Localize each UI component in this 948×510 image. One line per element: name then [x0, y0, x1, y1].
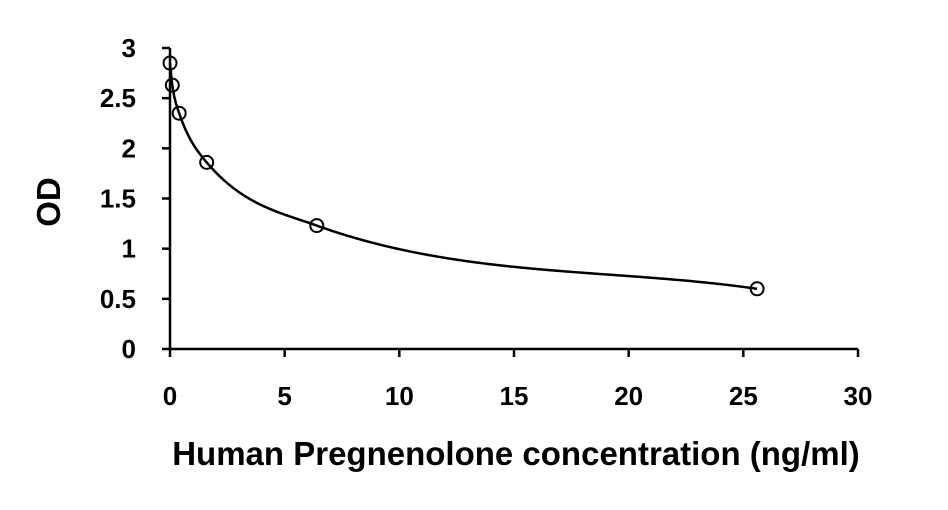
data-point	[309, 218, 325, 234]
x-tick-label: 10	[385, 381, 414, 411]
data-points	[162, 55, 765, 297]
x-tick-label: 30	[844, 381, 873, 411]
y-tick-label: 2.5	[100, 83, 136, 113]
y-tick-label: 0	[122, 334, 136, 364]
y-tick-label: 0.5	[100, 284, 136, 314]
data-point	[199, 154, 215, 170]
x-axis-title: Human Pregnenolone concentration (ng/ml)	[172, 435, 860, 472]
x-tick-label: 25	[729, 381, 758, 411]
x-tick-label: 5	[277, 381, 291, 411]
y-tick-label: 1	[122, 234, 136, 264]
x-tick-label: 15	[500, 381, 529, 411]
y-tick-label: 2	[122, 133, 136, 163]
data-point	[164, 77, 180, 93]
x-tick-label: 20	[614, 381, 643, 411]
data-point	[749, 281, 765, 297]
y-tick-label: 3	[122, 33, 136, 63]
x-tick-label: 0	[163, 381, 177, 411]
data-point	[171, 105, 187, 121]
y-axis-title: OD	[30, 177, 67, 227]
data-point	[162, 55, 178, 71]
x-axis-ticks: 0 5 10 15 20 25 30	[163, 349, 873, 411]
y-tick-label: 1.5	[100, 184, 136, 214]
plot-area: 0 0.5 1 1.5 2 2.5 3 0 5 10 15 20 25 30	[100, 33, 873, 411]
fit-curve	[168, 62, 758, 291]
y-axis-ticks: 0 0.5 1 1.5 2 2.5 3	[100, 33, 170, 364]
